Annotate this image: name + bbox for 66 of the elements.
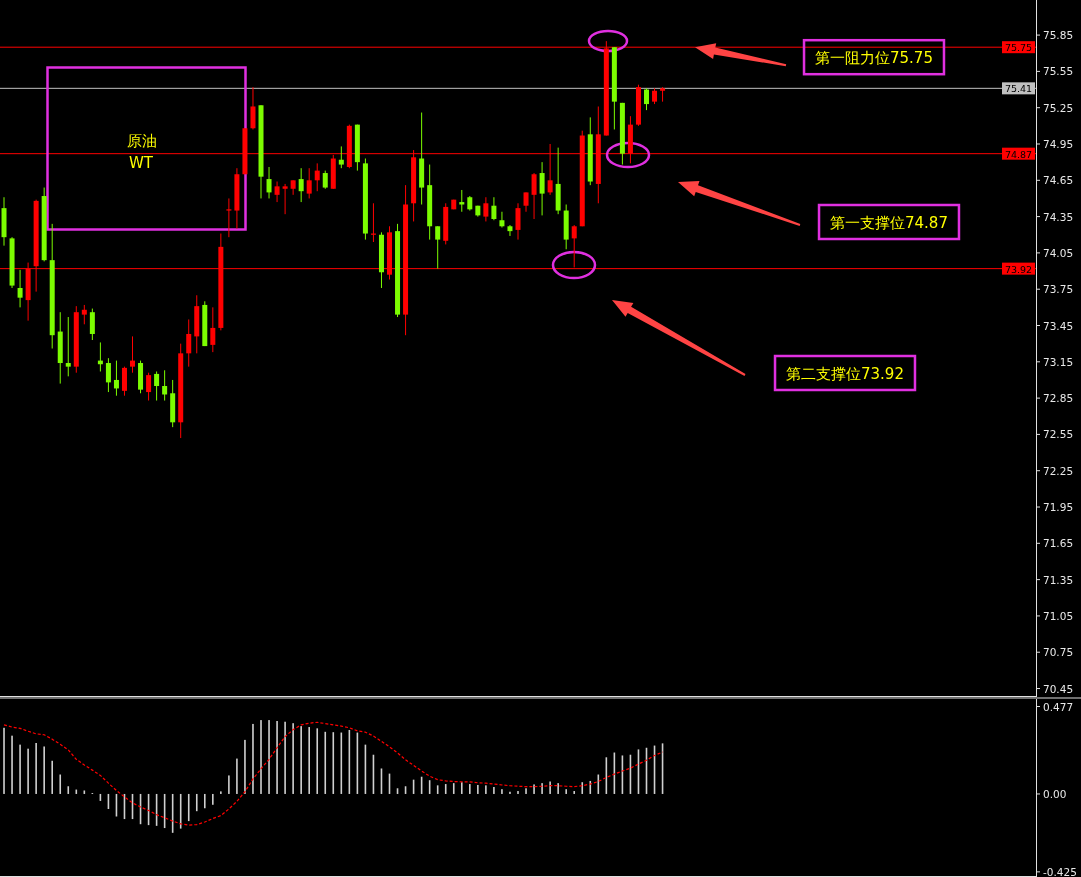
candlestick (459, 189, 465, 213)
annotation: 原油 (127, 132, 157, 150)
candlestick (491, 196, 497, 221)
candlestick (499, 211, 505, 228)
y-tick-label: 74.65 (1043, 174, 1074, 187)
y-tick-label: 73.45 (1043, 319, 1074, 332)
candlestick (210, 306, 216, 353)
candlestick (435, 225, 441, 270)
y-tick-label: 73.75 (1043, 283, 1074, 296)
candlestick (81, 304, 87, 325)
y-tick-label: 73.15 (1043, 355, 1074, 368)
candlestick (17, 269, 23, 308)
y-tick-label: 70.75 (1043, 646, 1074, 659)
candlestick (89, 308, 95, 341)
candlestick (226, 197, 232, 238)
y-tick-label: 71.05 (1043, 609, 1074, 622)
candlestick (154, 370, 160, 402)
annotation: WT (129, 154, 154, 172)
y-tick-label: 71.35 (1043, 573, 1074, 586)
candlestick (250, 86, 256, 130)
y-tick-label: 74.95 (1043, 138, 1074, 150)
candlestick (282, 183, 288, 215)
ref-line-label: 73.92 (1004, 263, 1033, 275)
ref-line-label: 75.41 (1004, 83, 1033, 95)
candlestick (644, 87, 649, 111)
candlestick (65, 316, 71, 377)
y-tick-label: 71.65 (1043, 537, 1074, 550)
candlestick (266, 166, 272, 199)
candlestick (298, 167, 304, 203)
y-tick-label: -0.425 (1043, 865, 1077, 877)
candlestick (322, 170, 328, 190)
candlestick (531, 172, 537, 220)
y-tick-label: 75.55 (1043, 65, 1074, 78)
y-tick-label: 75.85 (1043, 29, 1074, 42)
y-tick-label: 70.45 (1043, 682, 1074, 695)
ref-line-label: 75.75 (1004, 42, 1033, 54)
candlestick (162, 369, 168, 402)
candlestick (105, 357, 111, 393)
candlestick (146, 372, 152, 402)
candlestick (274, 181, 280, 203)
candlestick (314, 162, 320, 192)
y-tick-label: 74.35 (1043, 210, 1074, 223)
candlestick (515, 202, 521, 241)
candlestick (113, 360, 119, 397)
candlestick (186, 318, 192, 368)
y-tick-label: 72.85 (1043, 392, 1074, 405)
candlestick (306, 167, 312, 199)
annotation: 第一阻力位75.75 (815, 48, 933, 67)
candlestick (338, 145, 344, 169)
y-tick-label: 0.00 (1043, 787, 1067, 800)
candlestick (130, 335, 136, 374)
y-tick-label: 0.477 (1043, 700, 1074, 713)
y-tick-label: 75.25 (1043, 101, 1074, 114)
annotation: 第二支撑位73.92 (786, 364, 904, 383)
ref-line-label: 74.87 (1004, 148, 1033, 160)
y-tick-label: 72.55 (1043, 428, 1074, 441)
candlestick (523, 191, 529, 213)
y-tick-label: 71.95 (1043, 501, 1074, 514)
y-tick-label: 72.25 (1043, 464, 1074, 477)
line-series (3, 721, 664, 826)
candlestick (539, 161, 545, 216)
candlestick (121, 366, 127, 397)
y-tick-label: 74.05 (1043, 246, 1074, 259)
candlestick (483, 196, 489, 222)
candlestick (507, 224, 513, 237)
annotation: 第一支撑位74.87 (830, 213, 948, 232)
